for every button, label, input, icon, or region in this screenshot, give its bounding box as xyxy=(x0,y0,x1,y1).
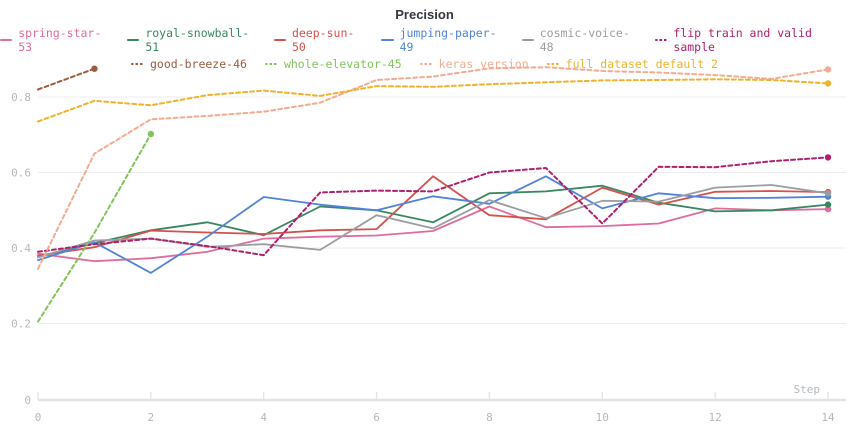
series-end-dot-royal-snowball-51 xyxy=(824,201,832,208)
legend-label: whole-elevator-45 xyxy=(283,57,402,71)
legend-item-whole-elevator-45[interactable]: whole-elevator-45 xyxy=(264,57,402,71)
series-end-dot-keras-version xyxy=(824,66,832,73)
legend-swatch-good-breeze-46-dashed-icon xyxy=(131,62,144,66)
x-tick-label-0: 0 xyxy=(35,411,42,424)
legend-label: cosmic-voice-48 xyxy=(539,26,630,54)
legend-swatch-cosmic-voice-48-line-icon xyxy=(521,38,534,42)
legend-item-cosmic-voice-48[interactable]: cosmic-voice-48 xyxy=(521,26,638,54)
x-tick-label-6: 6 xyxy=(373,411,380,424)
y-tick-label-0.6: 0.6 xyxy=(11,167,31,180)
series-line-flip-train-and-valid-sample xyxy=(37,156,829,257)
legend-item-deep-sun-50[interactable]: deep-sun-50 xyxy=(273,26,364,54)
series-end-dot-spring-star-53 xyxy=(824,205,832,213)
legend-label: full dataset default 2 xyxy=(565,57,718,71)
legend-swatch-full-dataset-default-2-dashed-icon xyxy=(546,62,560,66)
x-tick-label-2: 2 xyxy=(148,411,155,424)
legend-label: jumping-paper-49 xyxy=(399,26,497,54)
series-end-dot-cosmic-voice-48 xyxy=(824,190,832,197)
legend-item-royal-snowball-51[interactable]: royal-snowball-51 xyxy=(127,26,256,54)
x-axis-label: Step xyxy=(793,383,821,396)
x-tick-label-8: 8 xyxy=(486,411,493,424)
series-end-dot-good-breeze-46 xyxy=(91,65,98,72)
series-line-whole-elevator-45 xyxy=(37,133,152,323)
x-tick-label-10: 10 xyxy=(596,411,609,424)
legend-label: good-breeze-46 xyxy=(150,57,247,71)
legend-label: flip train and valid sample xyxy=(673,26,812,54)
legend-label: spring-star-53 xyxy=(18,26,102,54)
y-tick-label-0.8: 0.8 xyxy=(11,91,31,104)
y-tick-label-0.2: 0.2 xyxy=(11,318,31,331)
chart-title: Precision xyxy=(395,7,454,22)
y-tick-label-0.4: 0.4 xyxy=(11,242,31,255)
legend-swatch-royal-snowball-51-line-icon xyxy=(127,38,140,42)
legend-item-jumping-paper-49[interactable]: jumping-paper-49 xyxy=(381,26,503,54)
x-tick-label-12: 12 xyxy=(709,411,722,424)
series-end-dot-flip-train-and-valid-sample xyxy=(824,154,832,161)
series-line-full-dataset-default-2 xyxy=(37,78,829,123)
x-tick-label-14: 14 xyxy=(821,411,835,424)
legend-swatch-deep-sun-50-line-icon xyxy=(273,38,286,42)
y-tick-label-0: 0 xyxy=(24,394,31,407)
series-line-keras-version xyxy=(37,66,829,270)
legend-row-1: spring-star-53 royal-snowball-51 deep-sun-… xyxy=(0,26,849,54)
series-line-spring-star-53 xyxy=(37,205,829,263)
series-line-jumping-paper-49 xyxy=(37,175,829,274)
legend-swatch-flip-train-and-valid-sample-dashed-icon xyxy=(655,38,668,42)
series-end-dot-full-dataset-default-2 xyxy=(824,80,832,87)
legend-item-full-dataset-default-2[interactable]: full dataset default 2 xyxy=(546,57,718,71)
legend-swatch-whole-elevator-45-dashed-icon xyxy=(264,62,278,66)
legend-label: royal-snowball-51 xyxy=(145,26,250,54)
legend-swatch-jumping-paper-49-line-icon xyxy=(381,38,394,42)
legend-item-flip-train-and-valid-sample[interactable]: flip train and valid sample xyxy=(655,26,849,54)
legend-item-good-breeze-46[interactable]: good-breeze-46 xyxy=(131,57,247,71)
legend-swatch-keras-version-dashed-icon xyxy=(419,62,433,66)
legend-label: deep-sun-50 xyxy=(291,26,355,54)
legend-swatch-spring-star-53-line-icon xyxy=(0,38,13,42)
legend-item-spring-star-53[interactable]: spring-star-53 xyxy=(0,26,109,54)
series-line-royal-snowball-51 xyxy=(37,184,829,258)
series-end-dot-whole-elevator-45 xyxy=(147,130,155,138)
x-tick-label-4: 4 xyxy=(260,411,267,424)
chart-legend: spring-star-53 royal-snowball-51 deep-sun-… xyxy=(0,26,849,71)
series-line-good-breeze-46 xyxy=(37,67,96,91)
